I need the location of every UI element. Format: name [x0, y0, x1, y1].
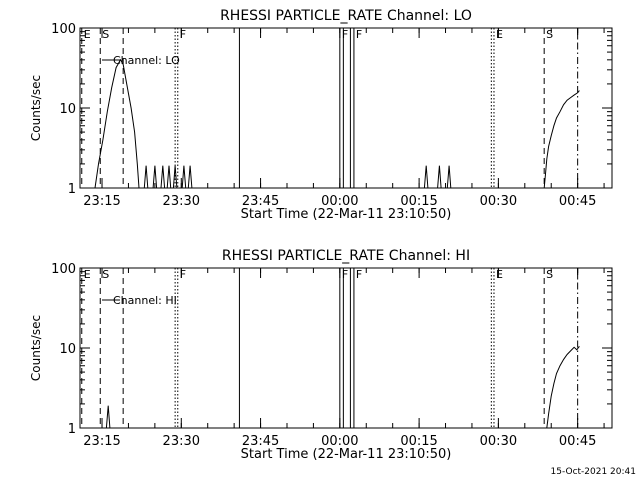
- x-tick-label: 00:00: [321, 194, 358, 209]
- y-tick-label: 100: [51, 22, 76, 37]
- series-segment: [94, 58, 140, 189]
- x-tick-label: 00:45: [559, 194, 596, 209]
- marker-label-s: S: [546, 268, 553, 281]
- y-axis-label: Counts/sec: [29, 315, 43, 381]
- marker-label-e: E: [84, 28, 91, 41]
- footer-timestamp: 15-Oct-2021 20:41: [551, 467, 636, 477]
- x-axis-label: Start Time (22-Mar-11 23:10:50): [241, 207, 452, 222]
- marker-label-s: S: [546, 28, 553, 41]
- marker-label-e: E: [496, 268, 503, 281]
- x-tick-label: 23:45: [242, 434, 279, 449]
- marker-label-f: F: [356, 28, 362, 41]
- marker-label-f: F: [342, 268, 348, 281]
- x-tick-label: 23:30: [163, 434, 200, 449]
- y-tick-label: 1: [68, 182, 76, 197]
- marker-label-s: S: [102, 268, 109, 281]
- marker-label-s: S: [102, 28, 109, 41]
- series-segment: [172, 165, 178, 189]
- marker-label-f: F: [356, 268, 362, 281]
- y-tick-label: 10: [59, 342, 76, 357]
- series-segment: [546, 346, 580, 429]
- x-axis-label: Start Time (22-Mar-11 23:10:50): [241, 447, 452, 462]
- series-segment: [166, 165, 172, 189]
- panel-hi: RHESSI PARTICLE_RATE Channel: HI Counts/s…: [29, 248, 613, 462]
- legend-label: Channel: LO: [113, 54, 180, 67]
- series-segment: [105, 405, 111, 429]
- legend-label: Channel: HI: [113, 294, 177, 307]
- x-tick-label: 00:15: [400, 194, 437, 209]
- x-tick-label: 00:30: [480, 194, 517, 209]
- marker-label-f: F: [180, 268, 186, 281]
- series-segment: [160, 165, 166, 189]
- x-tick-label: 00:45: [559, 434, 596, 449]
- y-tick-label: 100: [51, 262, 76, 277]
- x-tick-label: 00:15: [400, 434, 437, 449]
- series-segment: [423, 165, 429, 189]
- chart-title: RHESSI PARTICLE_RATE Channel: HI: [222, 248, 470, 264]
- x-tick-label: 00:30: [480, 434, 517, 449]
- chart-title: RHESSI PARTICLE_RATE Channel: LO: [220, 8, 472, 24]
- x-tick-label: 23:15: [83, 194, 120, 209]
- series-segment: [181, 165, 187, 189]
- marker-label-f: F: [342, 28, 348, 41]
- series-segment: [543, 90, 580, 189]
- series-segment: [143, 165, 149, 189]
- y-tick-label: 1: [68, 422, 76, 437]
- series-segment: [446, 165, 452, 189]
- y-axis-label: Counts/sec: [29, 75, 43, 141]
- series-segment: [187, 165, 193, 189]
- x-tick-label: 00:00: [321, 434, 358, 449]
- series-segment: [437, 165, 442, 189]
- x-tick-label: 23:30: [163, 194, 200, 209]
- marker-label-f: F: [180, 28, 186, 41]
- plot-frame: [79, 27, 613, 189]
- panel-lo: RHESSI PARTICLE_RATE Channel: LO Counts/s…: [29, 8, 613, 222]
- marker-label-e: E: [496, 28, 503, 41]
- x-tick-label: 23:15: [83, 434, 120, 449]
- marker-label-e: E: [84, 268, 91, 281]
- series-segment: [152, 165, 158, 189]
- y-tick-label: 10: [59, 102, 76, 117]
- plot-frame: [79, 267, 613, 429]
- x-tick-label: 23:45: [242, 194, 279, 209]
